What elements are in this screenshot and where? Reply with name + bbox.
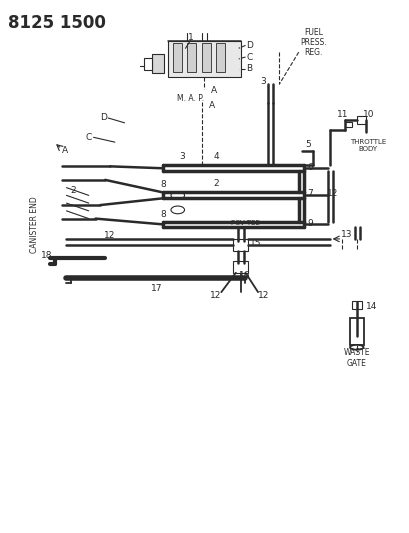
- Text: 3: 3: [179, 152, 185, 161]
- Text: D: D: [99, 114, 106, 123]
- Text: 8: 8: [160, 180, 166, 189]
- Text: A: A: [208, 101, 214, 110]
- Text: 3: 3: [259, 77, 265, 86]
- Text: 11: 11: [336, 110, 347, 119]
- Text: C: C: [246, 53, 252, 61]
- Text: 17: 17: [151, 284, 162, 293]
- Bar: [344, 122, 351, 127]
- Text: C: C: [85, 133, 92, 142]
- Text: 8: 8: [160, 210, 166, 219]
- Text: A: A: [210, 86, 216, 95]
- Text: THROTTLE
BODY: THROTTLE BODY: [349, 139, 386, 151]
- Text: PCV TEE: PCV TEE: [231, 221, 259, 227]
- Text: 10: 10: [362, 110, 373, 119]
- Text: FUEL
PRESS.
REG.: FUEL PRESS. REG.: [299, 28, 326, 58]
- Bar: [173, 44, 181, 72]
- Text: 13: 13: [341, 230, 352, 239]
- Text: 14: 14: [365, 302, 376, 311]
- Text: B: B: [246, 64, 252, 73]
- Bar: [168, 41, 240, 77]
- Text: 12: 12: [258, 290, 269, 300]
- Bar: [151, 54, 164, 74]
- Ellipse shape: [349, 345, 363, 350]
- Bar: [216, 44, 225, 72]
- Text: 2: 2: [213, 179, 219, 188]
- Text: 4: 4: [213, 152, 219, 161]
- Text: 7: 7: [307, 189, 312, 198]
- Bar: [202, 44, 210, 72]
- Ellipse shape: [171, 206, 184, 214]
- Text: 12: 12: [209, 290, 220, 300]
- Text: 2: 2: [70, 186, 76, 195]
- Bar: [232, 239, 248, 251]
- Text: A: A: [61, 147, 67, 155]
- Text: M. A. P.: M. A. P.: [176, 94, 203, 103]
- Text: 12: 12: [104, 231, 115, 239]
- Bar: [232, 261, 248, 273]
- Text: CANISTER END: CANISTER END: [30, 196, 39, 253]
- Text: 6: 6: [307, 163, 312, 172]
- Ellipse shape: [171, 191, 184, 199]
- Text: 5: 5: [305, 140, 310, 149]
- Bar: [351, 301, 361, 309]
- Text: D: D: [245, 41, 252, 50]
- Bar: [356, 116, 366, 124]
- Bar: [349, 318, 363, 345]
- Text: 1: 1: [187, 33, 193, 42]
- Text: 12: 12: [326, 189, 337, 198]
- Bar: [187, 44, 196, 72]
- Text: WASTE
GATE: WASTE GATE: [343, 348, 369, 368]
- Bar: [144, 58, 151, 70]
- Text: 18: 18: [41, 251, 53, 260]
- Text: 9: 9: [307, 219, 312, 228]
- Text: 16: 16: [238, 271, 249, 280]
- Text: 15: 15: [250, 239, 261, 248]
- Text: 8125 1500: 8125 1500: [8, 14, 106, 32]
